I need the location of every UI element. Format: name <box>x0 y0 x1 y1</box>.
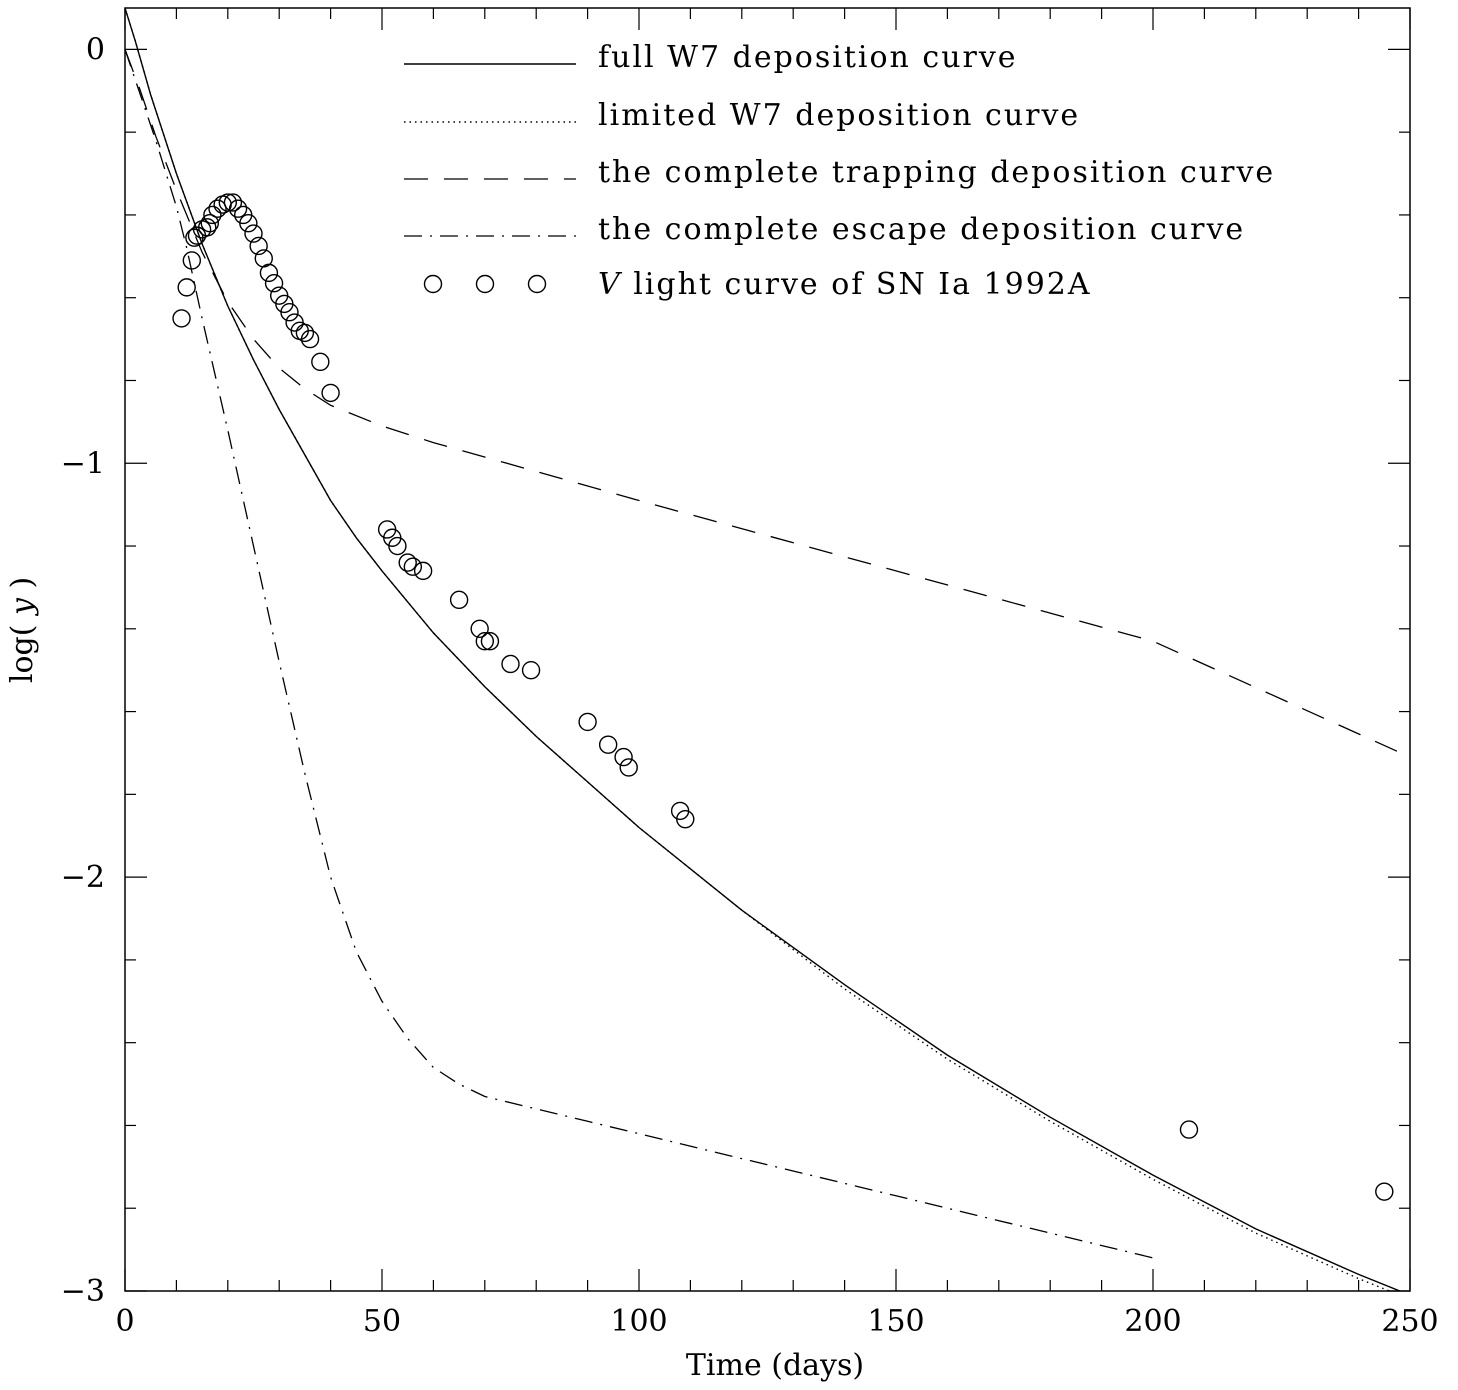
legend-marker-circle <box>423 274 443 294</box>
data-point-circle <box>449 590 469 610</box>
series-line-dotted <box>125 8 1392 1291</box>
data-point-circle <box>614 747 633 767</box>
data-point-circle <box>311 352 330 372</box>
data-point-circle <box>619 758 638 777</box>
x-tick-label: 200 <box>1124 1304 1181 1339</box>
data-point-circle <box>388 536 407 556</box>
data-point-circle <box>198 218 217 237</box>
data-point-circle <box>300 329 320 349</box>
series-line-dashed <box>125 49 1410 758</box>
x-axis-title: Time (days) <box>686 1348 864 1383</box>
legend-label-rest: light curve of SN Ia 1992A <box>622 267 1092 302</box>
series-line-dashdot <box>125 49 1154 1259</box>
y-tick-label: −1 <box>61 446 105 481</box>
data-point-circle <box>413 561 433 581</box>
data-point-circle <box>223 193 243 212</box>
data-point-circle <box>480 632 500 651</box>
x-tick-label: 250 <box>1381 1304 1438 1339</box>
data-point-circle <box>208 199 227 218</box>
data-point-circle <box>321 383 340 403</box>
series-line-solid <box>125 8 1402 1291</box>
data-point-circle <box>244 224 263 243</box>
legend-label: the complete escape deposition curve <box>598 212 1245 247</box>
data-point-circle <box>249 236 268 256</box>
data-point-circle <box>521 660 541 680</box>
data-point-circle <box>264 274 284 293</box>
legend-label: the complete trapping deposition curve <box>598 155 1275 190</box>
y-axis-title-prefix: log( <box>5 615 40 683</box>
data-point-circle <box>182 251 202 270</box>
series-lines <box>125 8 1410 1291</box>
data-point-circle <box>598 735 618 754</box>
data-point-circle <box>398 553 417 572</box>
legend: full W7 deposition curve limited W7 depos… <box>404 40 1275 302</box>
data-point-circle <box>403 557 423 576</box>
legend-marker-circle <box>527 274 547 294</box>
data-point-circle <box>203 205 222 225</box>
x-tick-label: 150 <box>867 1304 924 1339</box>
data-markers <box>172 193 1394 1201</box>
y-tick-label: 0 <box>86 32 105 67</box>
data-point-circle <box>501 654 520 674</box>
axis-ticks <box>124 8 1411 1292</box>
data-point-circle <box>177 278 196 297</box>
x-tick-label: 50 <box>363 1304 401 1339</box>
y-tick-label: −3 <box>61 1274 105 1309</box>
y-axis-title-variable: y <box>5 597 40 617</box>
legend-label: full W7 deposition curve <box>598 40 1018 75</box>
legend-label-italic: V <box>598 267 623 302</box>
x-tick-label: 0 <box>115 1304 134 1339</box>
data-point-circle <box>470 619 489 639</box>
data-point-circle <box>228 199 248 218</box>
data-point-circle <box>280 302 299 322</box>
data-point-circle <box>295 323 315 343</box>
data-point-circle <box>676 809 695 829</box>
data-point-circle <box>239 214 258 233</box>
x-tick-label: 100 <box>610 1304 667 1339</box>
y-axis-title-suffix: ) <box>5 577 40 598</box>
plot-frame-rect <box>124 7 1411 1292</box>
data-point-circle <box>172 309 191 328</box>
plot-frame <box>124 7 1411 1292</box>
data-point-circle <box>259 263 279 283</box>
legend-marker-circle <box>475 274 495 294</box>
data-point-circle <box>218 193 238 212</box>
y-axis-title: log( y ) <box>5 577 40 683</box>
tick-labels: 0 50 100 150 200 250 0 −1 −2 −3 <box>61 32 1439 1339</box>
data-point-circle <box>1375 1182 1394 1201</box>
legend-label: limited W7 deposition curve <box>598 98 1080 133</box>
data-point-circle <box>578 712 597 732</box>
y-tick-label: −2 <box>61 860 105 895</box>
data-point-circle <box>475 632 494 651</box>
data-point-circle <box>200 214 220 233</box>
data-point-circle <box>1179 1120 1199 1139</box>
legend-label: V light curve of SN Ia 1992A <box>598 267 1092 302</box>
